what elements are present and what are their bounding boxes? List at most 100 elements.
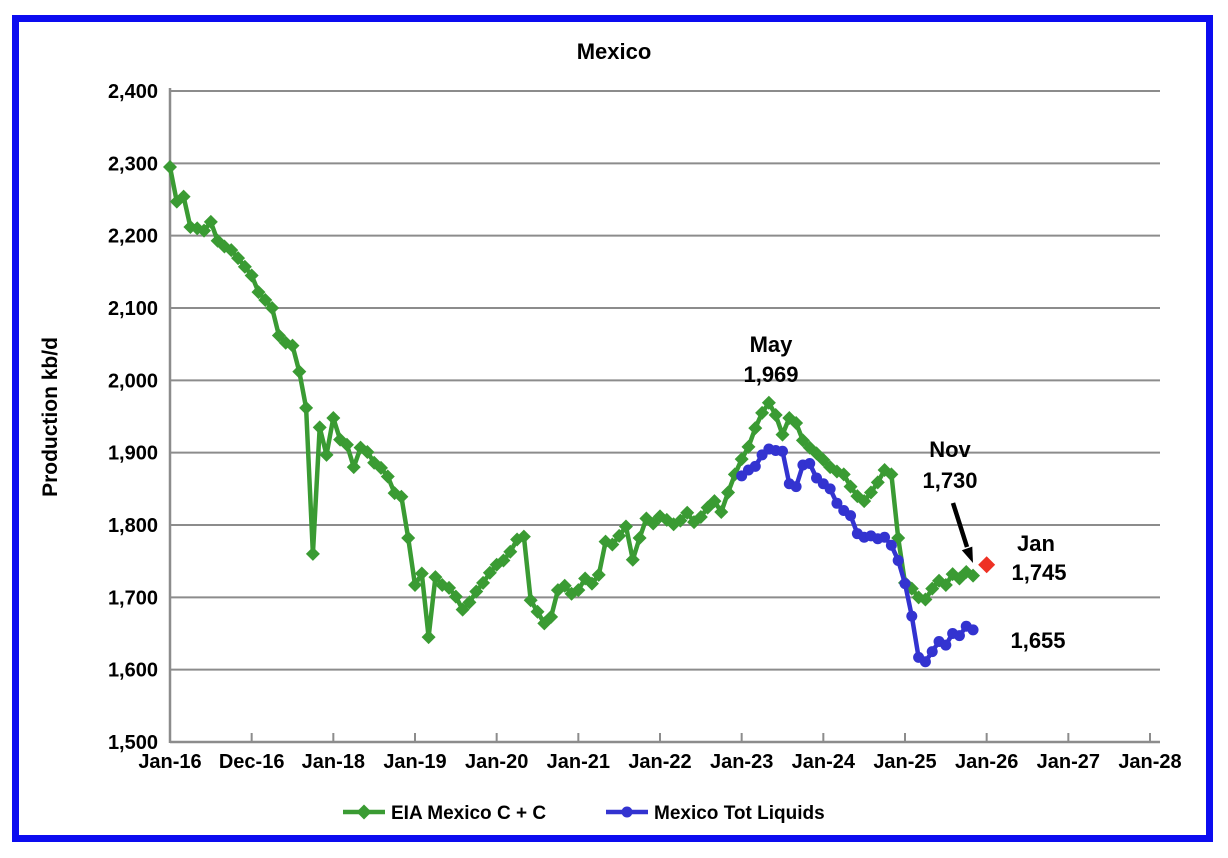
series-marker-0 (843, 479, 858, 494)
series-marker-0 (163, 159, 177, 174)
series-marker-0 (884, 467, 899, 482)
series-marker-1 (899, 578, 911, 590)
series-marker-0 (857, 494, 872, 509)
series-marker-0 (925, 581, 940, 596)
legend-item-eia: EIA Mexico C + C (343, 803, 546, 824)
series-marker-0 (339, 437, 354, 452)
axes-layer (168, 88, 1160, 744)
series-marker-0 (618, 519, 633, 534)
series-marker-0 (448, 589, 463, 604)
series-marker-0 (503, 544, 518, 559)
series-marker-0 (176, 189, 191, 204)
annotation-nov-value: 1,730 (922, 468, 977, 493)
series-marker-0 (632, 531, 647, 546)
series-marker-1 (919, 656, 931, 668)
series-marker-1 (749, 460, 761, 472)
series-marker-0 (251, 285, 266, 300)
y-tick-label: 1,800 (108, 515, 158, 537)
y-tick-label: 2,000 (108, 370, 158, 392)
series-marker-1 (926, 646, 938, 658)
series-marker-0 (775, 427, 790, 442)
series-marker-0 (612, 528, 627, 543)
annotation-peak-month: May (750, 332, 794, 357)
series-marker-0 (394, 489, 409, 504)
series-marker-0 (591, 567, 606, 582)
series-marker-0 (734, 452, 749, 467)
series-marker-0 (673, 513, 688, 528)
series-marker-0 (401, 531, 416, 546)
series-marker-0 (360, 444, 375, 459)
series-marker-0 (299, 400, 314, 415)
series-marker-0 (462, 595, 477, 610)
series-marker-0 (231, 251, 246, 266)
series-marker-0 (755, 405, 770, 420)
series-marker-1 (885, 539, 897, 551)
series-marker-0 (795, 433, 810, 448)
series-marker-0 (693, 510, 708, 525)
series-marker-0 (326, 410, 341, 425)
series-marker-1 (824, 483, 836, 495)
series-marker-1 (953, 630, 965, 642)
series-marker-0 (530, 604, 545, 619)
series-marker-0 (476, 575, 491, 590)
series-marker-0 (414, 566, 429, 581)
series-marker-0 (237, 259, 252, 274)
x-tick-label: Jan-24 (792, 751, 856, 773)
x-tick-label: Jan-28 (1118, 751, 1181, 773)
annotation-jan-value: 1,745 (1011, 560, 1066, 585)
x-tick-label: Jan-27 (1037, 751, 1100, 773)
series-marker-0 (380, 469, 395, 484)
x-tick-label: Jan-18 (302, 751, 365, 773)
series-marker-1 (940, 639, 952, 651)
x-tick-label: Jan-23 (710, 751, 773, 773)
series-marker-2 (978, 556, 996, 574)
x-tick-label: Jan-19 (383, 751, 446, 773)
y-tick-label: 2,400 (108, 81, 158, 103)
series-marker-0 (918, 592, 933, 607)
legend-eia-label: EIA Mexico C + C (391, 803, 546, 824)
series-marker-0 (442, 580, 457, 595)
series-marker-0 (605, 537, 620, 552)
series-layer (163, 159, 996, 668)
nov-annotation-arrow-icon (950, 502, 973, 563)
series-marker-0 (938, 578, 953, 593)
series-marker-1 (845, 510, 857, 522)
series-marker-1 (804, 458, 816, 470)
series-marker-0 (966, 568, 981, 583)
y-tick-label: 2,200 (108, 226, 158, 248)
series-marker-0 (870, 475, 885, 490)
legend-item-liquids: Mexico Tot Liquids (606, 803, 825, 824)
series-marker-0 (428, 570, 443, 585)
series-marker-0 (469, 584, 484, 599)
y-tick-label: 1,700 (108, 587, 158, 609)
y-tick-label: 1,500 (108, 732, 158, 754)
series-marker-0 (312, 420, 327, 435)
series-marker-0 (271, 328, 286, 343)
legend-liquids-label: Mexico Tot Liquids (654, 803, 825, 824)
series-marker-1 (892, 554, 904, 566)
series-marker-0 (721, 485, 736, 500)
series-marker-0 (523, 593, 538, 608)
series-marker-1 (967, 624, 979, 636)
series-marker-0 (305, 546, 320, 561)
series-marker-0 (714, 504, 729, 519)
series-marker-0 (646, 516, 661, 531)
chart-title: Mexico (577, 39, 652, 64)
series-marker-0 (680, 505, 695, 520)
series-marker-0 (544, 609, 559, 624)
legend-liquids-circle-icon (621, 806, 633, 818)
legend-eia-diamond-icon (356, 804, 372, 820)
series-marker-0 (625, 552, 640, 567)
series-marker-0 (768, 408, 783, 423)
x-tick-label: Jan-16 (138, 751, 201, 773)
series-marker-0 (292, 364, 307, 379)
series-marker-0 (265, 301, 280, 315)
y-tick-label: 1,900 (108, 443, 158, 465)
y-tick-label: 1,600 (108, 660, 158, 682)
series-marker-0 (258, 293, 273, 308)
series-marker-0 (741, 439, 756, 454)
x-tick-label: Jan-20 (465, 751, 528, 773)
chart-legend: EIA Mexico C + C Mexico Tot Liquids (343, 803, 825, 824)
series-marker-1 (777, 445, 788, 457)
y-axis-title: Production kb/d (39, 337, 62, 497)
